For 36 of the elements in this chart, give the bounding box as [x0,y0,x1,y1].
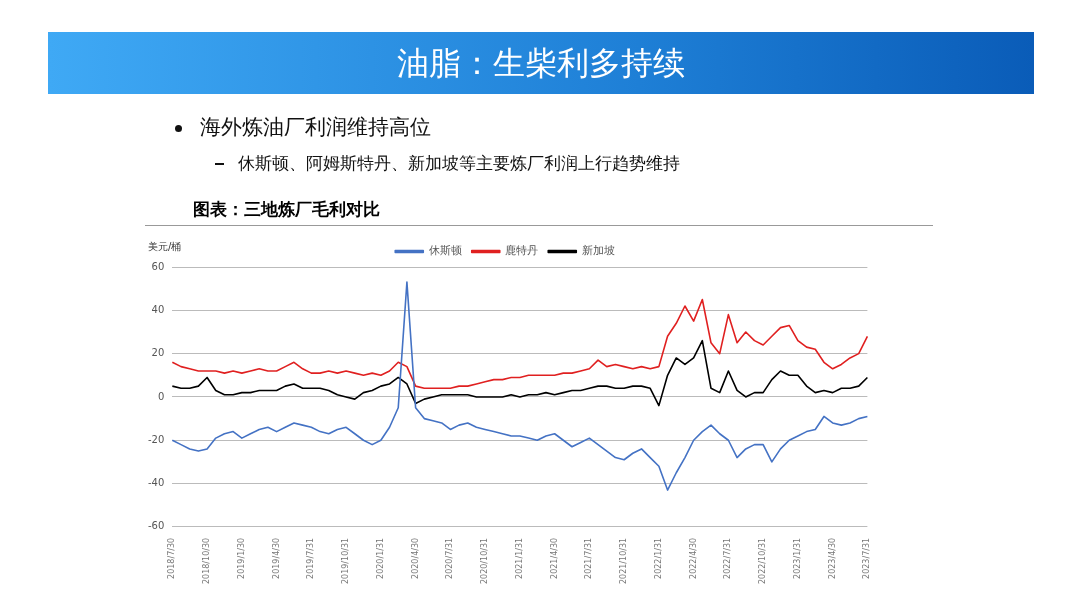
legend-label: 休斯顿 [428,244,462,258]
y-tick-label: 20 [151,347,165,359]
chart-title: 油脂：生柴利多持续 [48,32,1034,94]
y-tick-label: 0 [157,390,165,402]
x-tick-label: 2019/10/31 [341,537,351,584]
x-tick-label: 2021/10/31 [619,537,629,584]
x-tick-label: 2023/4/30 [827,537,837,579]
text: 休斯顿、阿姆斯特丹、新加坡等主要炼厂利润上行趋势维持 [238,153,680,173]
x-tick-label: 2020/1/31 [375,537,385,579]
x-tick-label: 2023/1/31 [792,537,802,579]
x-tick-label: 2020/4/30 [410,537,420,579]
chart-subtitle: 图表：三地炼厂毛利对比 [145,198,933,226]
y-tick-label: -20 [147,433,165,445]
x-tick-label: 2018/10/30 [202,537,212,584]
x-tick-label: 2021/1/31 [514,537,524,579]
x-tick-label: 2021/7/31 [584,537,594,579]
x-tick-label: 2020/7/31 [445,537,455,579]
x-tick-label: 2019/7/31 [306,537,316,579]
x-tick-label: 2019/4/30 [271,537,281,579]
x-tick-label: 2022/1/31 [653,537,663,579]
y-tick-label: -40 [147,477,165,489]
x-tick-label: 2018/7/30 [167,537,177,579]
text: 海外炼油厂利润维持高位 [200,115,431,139]
legend-label: 鹿特丹 [505,244,539,258]
x-tick-label: 2022/4/30 [688,537,698,579]
x-tick-label: 2022/7/31 [723,537,733,579]
x-tick-label: 2019/1/30 [236,537,246,579]
y-tick-label: 60 [151,260,165,272]
y-tick-label: -60 [147,520,165,532]
y-tick-label: 40 [151,303,165,315]
y-axis-title: 美元/桶 [148,240,182,254]
x-tick-label: 2020/10/31 [480,537,490,584]
x-tick-label: 2023/7/31 [862,537,872,579]
x-tick-label: 2022/10/31 [758,537,768,584]
legend-label: 新加坡 [581,244,615,258]
x-tick-label: 2021/4/30 [549,537,559,579]
